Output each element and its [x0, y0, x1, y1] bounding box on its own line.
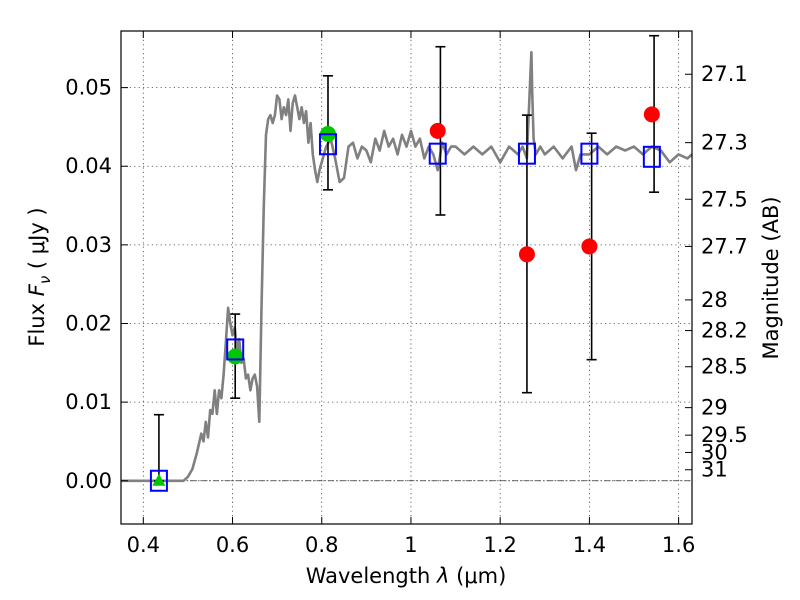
grid-lines	[121, 31, 692, 524]
plot-frame	[120, 30, 693, 525]
model-spectrum	[121, 50, 693, 483]
y-tick-label: 0.02	[65, 311, 112, 335]
y2-tick-label: 31	[701, 458, 728, 482]
model-square	[580, 142, 599, 165]
observed-point	[643, 106, 660, 123]
upper-limit-triangle	[152, 473, 166, 486]
y-tick-label: 0.04	[65, 154, 112, 178]
y2-tick-label: 30	[701, 440, 728, 464]
y-tick-label: 0.05	[65, 76, 112, 100]
x-tick-label: 0.6	[216, 533, 249, 557]
y2-tick-label: 27.1	[701, 62, 748, 86]
y-tick-label: 0.00	[65, 469, 112, 493]
y2-axis-label: Magnitude (AB)	[759, 196, 783, 359]
y-axis-label: Flux Fν ( μJy )	[25, 207, 54, 346]
spectrum-line	[121, 50, 693, 483]
y-tick-label: 0.03	[65, 233, 112, 257]
y2-tick-label: 27.3	[701, 131, 748, 155]
model-square	[318, 133, 337, 156]
x-tick-label: 1.6	[662, 533, 695, 557]
y2-tick-label: 27.7	[701, 234, 748, 258]
x-axis-label: Wavelength λ (μm)	[306, 564, 507, 588]
y2-tick-label: 28.2	[701, 319, 748, 343]
y-tick-label: 0.01	[65, 390, 112, 414]
model-square	[149, 469, 168, 492]
observed-point	[429, 122, 446, 139]
observed-point	[581, 238, 598, 255]
y2-tick-label: 28.5	[701, 355, 748, 379]
x-tick-label: 1.4	[573, 533, 606, 557]
model-square	[517, 142, 536, 165]
observed-point	[227, 348, 244, 365]
model-square	[428, 142, 447, 165]
model-square	[642, 145, 661, 168]
data-points	[149, 106, 661, 492]
x-tick-label: 0.4	[127, 533, 160, 557]
axis-ticks: 0.4 0.6 0.8 1 1.2 1.4 1.6 0.00 0.01 0.02 0.03 0.04 0…	[65, 31, 748, 557]
x-tick-label: 1.2	[483, 533, 516, 557]
y2-tick-label: 29.5	[701, 423, 748, 447]
y2-tick-label: 29	[701, 396, 728, 420]
observed-point	[518, 246, 535, 263]
model-square	[226, 338, 245, 361]
error-bars	[153, 34, 660, 482]
y2-tick-label: 28	[701, 288, 728, 312]
x-tick-label: 1	[404, 533, 417, 557]
x-tick-label: 0.8	[305, 533, 338, 557]
y2-tick-label: 27.5	[701, 187, 748, 211]
